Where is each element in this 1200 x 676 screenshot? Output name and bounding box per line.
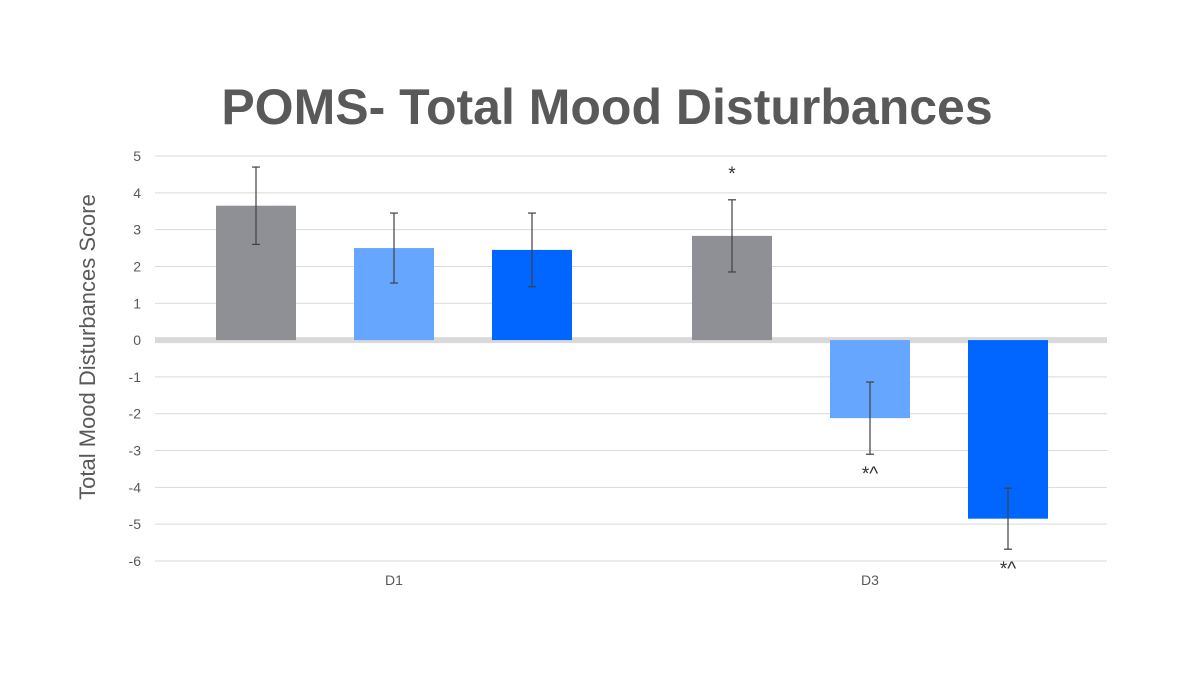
error-bars <box>252 166 1012 550</box>
x-axis-categories: D1 D3 <box>385 572 879 588</box>
y-tick-label: 3 <box>133 222 141 238</box>
gridlines <box>155 155 1107 562</box>
y-tick-label: -6 <box>129 553 142 569</box>
y-axis-ticks: 5 4 3 2 1 0 -1 -2 -3 -4 -5 -6 <box>129 148 142 569</box>
significance-marker: *^ <box>862 464 878 485</box>
y-tick-label: -4 <box>129 479 142 495</box>
significance-marker: *^ <box>1000 559 1016 580</box>
y-tick-label: 2 <box>133 258 141 274</box>
y-tick-label: -2 <box>129 406 142 422</box>
y-tick-label: 4 <box>133 185 141 201</box>
y-tick-label: -5 <box>129 516 142 532</box>
y-tick-label: -1 <box>129 369 142 385</box>
bars <box>216 205 1048 519</box>
y-tick-label: -3 <box>129 443 142 459</box>
y-axis-label: Total Mood Disturbances Score <box>75 194 100 500</box>
y-tick-label: 1 <box>133 295 141 311</box>
chart-title: POMS- Total Mood Disturbances <box>221 79 993 135</box>
annotations: * *^ *^ <box>728 164 1016 580</box>
x-category-label: D3 <box>861 572 879 588</box>
y-tick-label: 5 <box>133 148 141 164</box>
y-tick-label: 0 <box>133 332 141 348</box>
x-category-label: D1 <box>385 572 403 588</box>
significance-marker: * <box>728 164 736 185</box>
